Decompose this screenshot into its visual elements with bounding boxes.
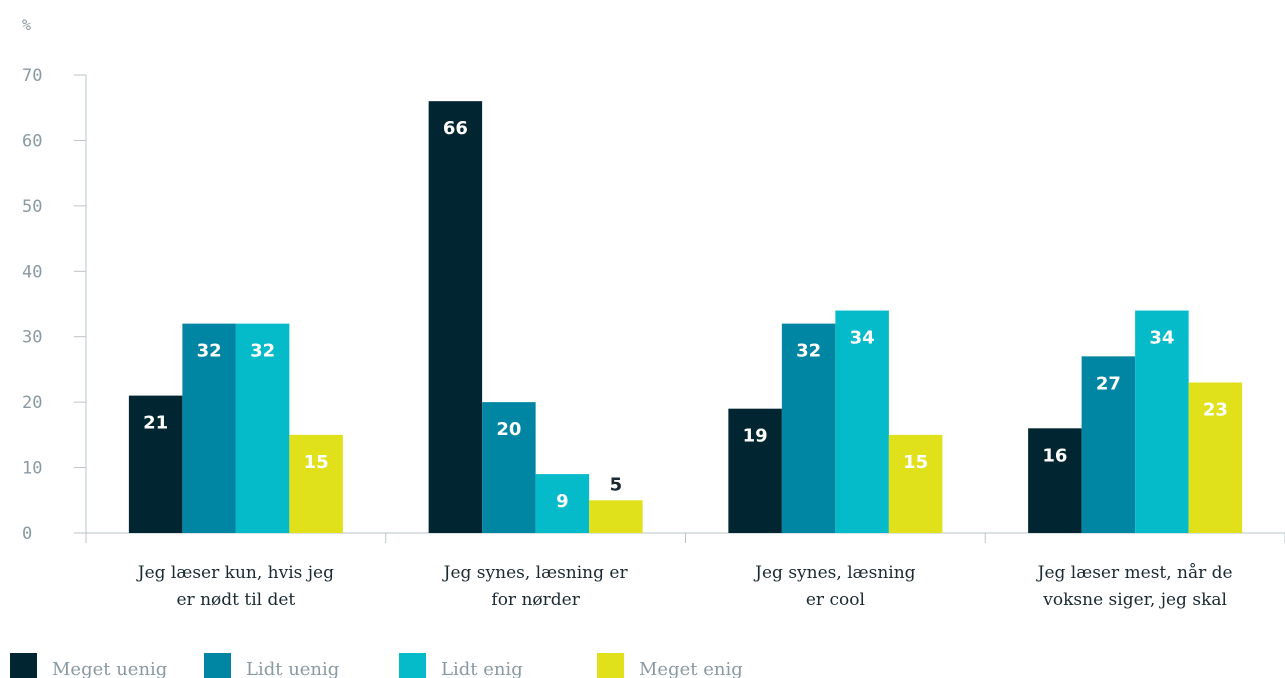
bar [182,323,236,533]
bar-value-label: 34 [1149,328,1174,349]
bar-value-label: 66 [443,118,468,139]
category-label: Jeg læser mest, når de [1036,563,1233,583]
category-label: er nødt til det [176,590,295,610]
bar-value-label: 32 [250,341,275,362]
legend-swatch [399,653,426,678]
category-label: for nørder [491,590,580,610]
bar-value-label: 34 [850,328,875,349]
bar [289,434,343,533]
bar [1188,382,1243,533]
category-label: voksne siger, jeg skal [1042,590,1227,610]
y-tick-label: 70 [22,66,42,86]
bar-value-label: 15 [304,452,329,473]
bar-value-label: 19 [743,426,768,447]
bar [728,408,782,533]
bar-value-label: 15 [903,452,928,473]
bar-value-label: 20 [496,419,521,440]
bar-value-label: 16 [1042,445,1067,466]
category-label: Jeg læser kun, hvis jeg [136,563,334,583]
bar-value-label: 32 [796,341,821,362]
bar-value-label: 23 [1203,400,1228,421]
category-label: er cool [806,590,865,610]
bar-value-label: 21 [143,413,168,434]
bar-value-label: 32 [197,341,222,362]
legend: Meget uenig Lidt uenig Lidt enig Meget enig [10,653,743,678]
bar-value-label: 9 [556,491,569,512]
y-tick-label: 40 [22,262,42,282]
bar [589,500,643,533]
x-axis [85,532,1285,543]
category-label: Jeg synes, læsning [753,563,916,583]
bar [128,395,183,533]
bar [535,474,590,533]
y-tick-label: 0 [22,524,32,544]
legend-label: Lidt uenig [246,659,339,678]
legend-swatch [10,653,37,678]
bar [781,323,836,533]
bar [235,323,290,533]
legend-swatch [204,653,231,678]
category-label: Jeg synes, læsning er [442,563,629,583]
legend-label: Meget uenig [52,659,167,678]
bar-value-label: 5 [610,474,623,495]
bars: 21 32 32 15 66 20 9 5 19 32 34 15 16 27 34 23 [128,101,1243,534]
legend-label: Meget enig [639,659,743,678]
y-tick-label: 10 [22,459,42,479]
bar [888,434,943,533]
legend-label: Lidt enig [441,659,523,678]
bar [482,402,536,533]
y-tick-label: 60 [22,131,42,151]
bar [428,101,483,534]
y-tick-label: 20 [22,393,42,413]
y-tick-label: 30 [22,328,42,348]
bar [1135,310,1189,533]
bar [1081,356,1136,533]
y-axis-unit-label: % [22,16,31,34]
y-tick-label: 50 [22,197,42,217]
bar-value-label: 27 [1096,373,1121,394]
bar [835,310,889,533]
bar [1028,428,1082,533]
y-axis: 0 10 20 30 40 50 60 70 [22,66,87,544]
legend-swatch [597,653,624,678]
category-labels: Jeg læser kun, hvis jeg er nødt til det Je… [136,563,1233,610]
